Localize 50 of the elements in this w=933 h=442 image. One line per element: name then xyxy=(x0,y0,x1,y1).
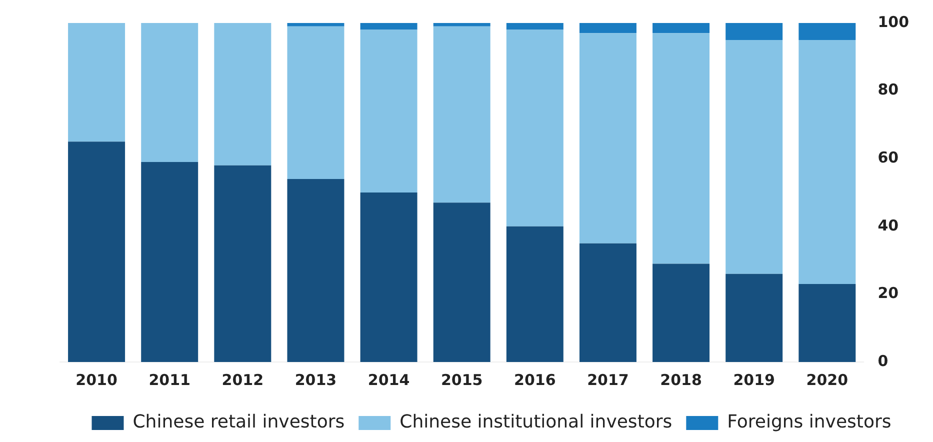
y-tick-label: 0 xyxy=(878,352,888,370)
bar xyxy=(360,192,418,362)
x-tick-label: 2020 xyxy=(806,370,848,389)
bar xyxy=(506,23,564,30)
bar xyxy=(726,274,783,362)
bar xyxy=(652,33,710,264)
x-tick-label: 2013 xyxy=(294,370,337,389)
bar xyxy=(287,26,344,179)
x-tick-label: 2015 xyxy=(440,370,483,389)
bar xyxy=(726,23,783,40)
bar xyxy=(506,226,564,362)
y-tick-label: 100 xyxy=(878,12,909,31)
bar xyxy=(652,264,710,362)
bar xyxy=(798,40,856,284)
bar xyxy=(652,23,710,34)
y-tick-label: 40 xyxy=(878,216,899,234)
bar xyxy=(726,40,783,274)
x-tick-label: 2014 xyxy=(368,370,410,389)
bar xyxy=(214,23,272,166)
bar xyxy=(798,23,856,40)
x-tick-label: 2011 xyxy=(148,370,190,389)
bar xyxy=(68,23,126,142)
y-tick-label: 80 xyxy=(878,80,899,99)
bar xyxy=(141,162,198,362)
x-tick-label: 2012 xyxy=(222,370,264,389)
bar xyxy=(433,23,490,26)
y-tick-label: 20 xyxy=(878,284,899,302)
bar xyxy=(579,243,636,362)
bar xyxy=(214,165,272,362)
legend-label: Chinese retail investors xyxy=(132,412,345,433)
bar xyxy=(433,202,490,362)
bar xyxy=(506,30,564,226)
x-tick-label: 2018 xyxy=(660,370,702,389)
bar xyxy=(360,30,418,192)
legend-label: Foreigns investors xyxy=(727,412,892,433)
x-tick-label: 2016 xyxy=(514,370,556,389)
bar xyxy=(287,178,344,362)
bar xyxy=(798,284,856,362)
legend-label: Chinese institutional investors xyxy=(400,412,672,433)
x-tick-label: 2019 xyxy=(733,370,775,389)
bar xyxy=(68,142,126,362)
x-tick-label: 2017 xyxy=(587,370,629,389)
bar xyxy=(579,33,636,244)
bar xyxy=(141,23,198,162)
bar xyxy=(433,26,490,203)
y-tick-label: 60 xyxy=(878,148,899,166)
x-tick-label: 2010 xyxy=(76,370,118,389)
bar xyxy=(579,23,636,34)
bar xyxy=(287,23,344,26)
bar xyxy=(360,23,418,30)
